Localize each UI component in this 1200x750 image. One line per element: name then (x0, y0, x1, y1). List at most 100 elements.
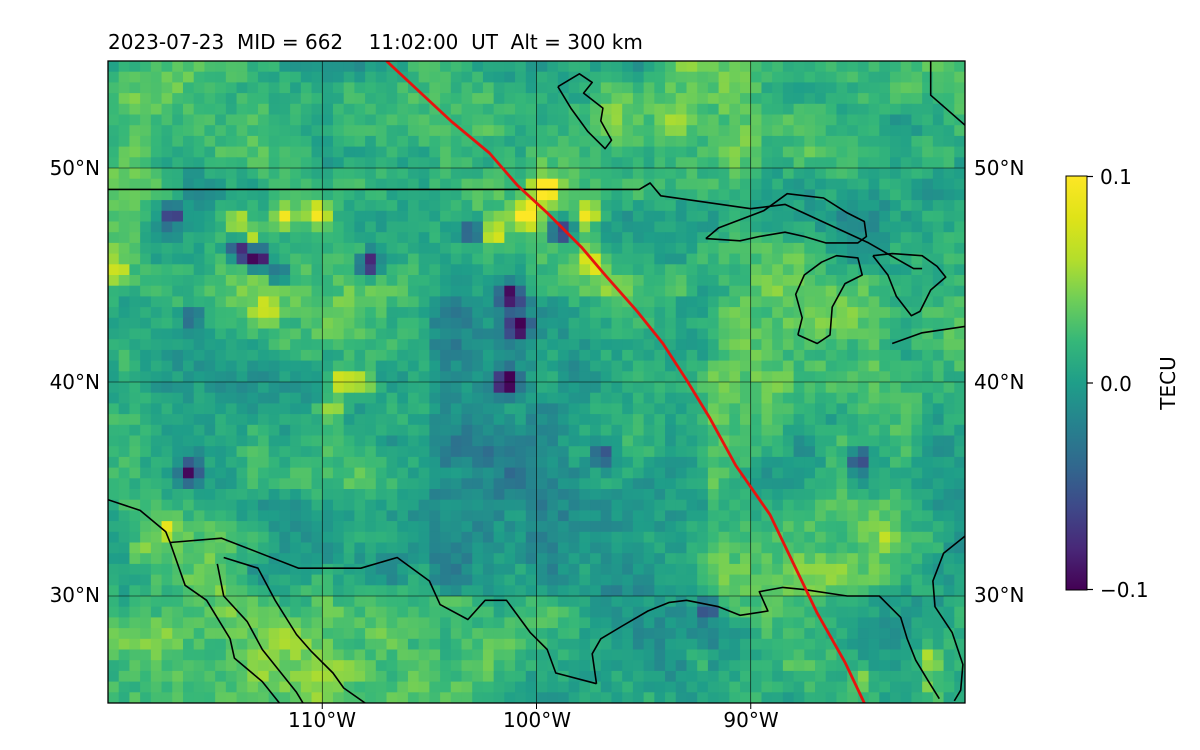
heatmap-cell (418, 553, 430, 565)
heatmap-cell (440, 157, 452, 169)
heatmap-cell (493, 649, 505, 661)
heatmap-cell (557, 82, 570, 94)
heatmap-cell (204, 125, 216, 137)
heatmap-cell (922, 574, 934, 586)
heatmap-cell (461, 178, 473, 190)
heatmap-cell (150, 692, 163, 703)
heatmap-cell (343, 531, 355, 544)
heatmap-cell (750, 467, 763, 479)
heatmap-cell (847, 606, 859, 618)
heatmap-cell (750, 531, 763, 544)
heatmap-cell (225, 146, 238, 158)
heatmap-cell (515, 414, 527, 426)
heatmap-cell (922, 596, 934, 608)
heatmap-cell (954, 585, 965, 597)
heatmap-cell (172, 210, 184, 223)
heatmap-cell (611, 157, 623, 169)
heatmap-cell (815, 574, 827, 586)
heatmap-cell (836, 499, 848, 511)
heatmap-cell (461, 489, 473, 501)
heatmap-cell (890, 403, 902, 415)
heatmap-cell (515, 349, 527, 362)
heatmap-cell (557, 317, 570, 330)
heatmap-cell (193, 253, 206, 265)
heatmap-cell (579, 103, 591, 116)
heatmap-cell (375, 371, 388, 383)
heatmap-cell (954, 296, 965, 308)
heatmap-cell (665, 296, 677, 308)
heatmap-cell (172, 71, 184, 83)
heatmap-cell (675, 574, 688, 586)
heatmap-cell (515, 563, 527, 576)
heatmap-cell (729, 563, 741, 576)
heatmap-cell (857, 307, 870, 319)
heatmap-cell (825, 210, 838, 223)
heatmap-cell (782, 339, 795, 351)
heatmap-cell (322, 446, 334, 458)
heatmap-cell (836, 103, 848, 116)
heatmap-cell (108, 157, 120, 169)
heatmap-cell (643, 660, 655, 672)
heatmap-cell (825, 446, 838, 458)
heatmap-cell (622, 200, 634, 212)
heatmap-cell (290, 317, 302, 330)
heatmap-cell (161, 296, 173, 308)
heatmap-cell (493, 489, 505, 501)
heatmap-cell (600, 360, 613, 372)
heatmap-cell (108, 349, 120, 362)
heatmap-cell (707, 61, 720, 73)
heatmap-cell (697, 360, 709, 372)
heatmap-cell (879, 253, 891, 265)
heatmap-cell (600, 692, 613, 703)
heatmap-cell (375, 135, 388, 148)
heatmap-cell (654, 424, 666, 437)
heatmap-cell (536, 307, 548, 319)
heatmap-cell (857, 382, 870, 394)
heatmap-cell (204, 93, 216, 105)
heatmap-cell (247, 660, 259, 672)
heatmap-cell (279, 424, 291, 437)
heatmap-cell (386, 424, 398, 437)
heatmap-cell (804, 275, 816, 287)
heatmap-cell (654, 232, 666, 244)
heatmap-cell (225, 596, 238, 608)
heatmap-cell (729, 253, 741, 265)
heatmap-cell (547, 264, 559, 276)
heatmap-cell (236, 531, 248, 544)
lon-tick-label-110w: 110°W (288, 708, 356, 732)
heatmap-cell (740, 499, 752, 511)
heatmap-cell (311, 200, 323, 212)
heatmap-cell (150, 275, 163, 287)
heatmap-cell (590, 71, 602, 83)
heatmap-cell (225, 414, 238, 426)
heatmap-cell (150, 521, 163, 533)
heatmap-cell (525, 553, 538, 565)
heatmap-cell (654, 317, 666, 330)
heatmap-cell (729, 82, 741, 94)
heatmap-cell (247, 403, 259, 415)
heatmap-cell (815, 103, 827, 116)
heatmap-cell (418, 157, 430, 169)
heatmap-cell (236, 349, 248, 362)
heatmap-cell (440, 93, 452, 105)
heatmap-cell (300, 638, 313, 651)
heatmap-cell (579, 328, 591, 340)
heatmap-cell (215, 71, 227, 83)
heatmap-cell (182, 157, 195, 169)
heatmap-cell (268, 392, 280, 404)
heatmap-cell (740, 585, 752, 597)
heatmap-cell (322, 349, 334, 362)
heatmap-cell (215, 435, 227, 447)
heatmap-cell (793, 456, 805, 469)
heatmap-cell (900, 264, 913, 276)
heatmap-cell (515, 210, 527, 223)
heatmap-cell (225, 339, 238, 351)
heatmap-cell (450, 232, 463, 244)
heatmap-cell (440, 200, 452, 212)
heatmap-cell (707, 424, 720, 437)
heatmap-cell (279, 200, 291, 212)
heatmap-cell (868, 692, 880, 703)
heatmap-cell (108, 93, 120, 105)
lat-tick-label-right-50n: 50°N (974, 156, 1024, 180)
heatmap-cell (236, 585, 248, 597)
